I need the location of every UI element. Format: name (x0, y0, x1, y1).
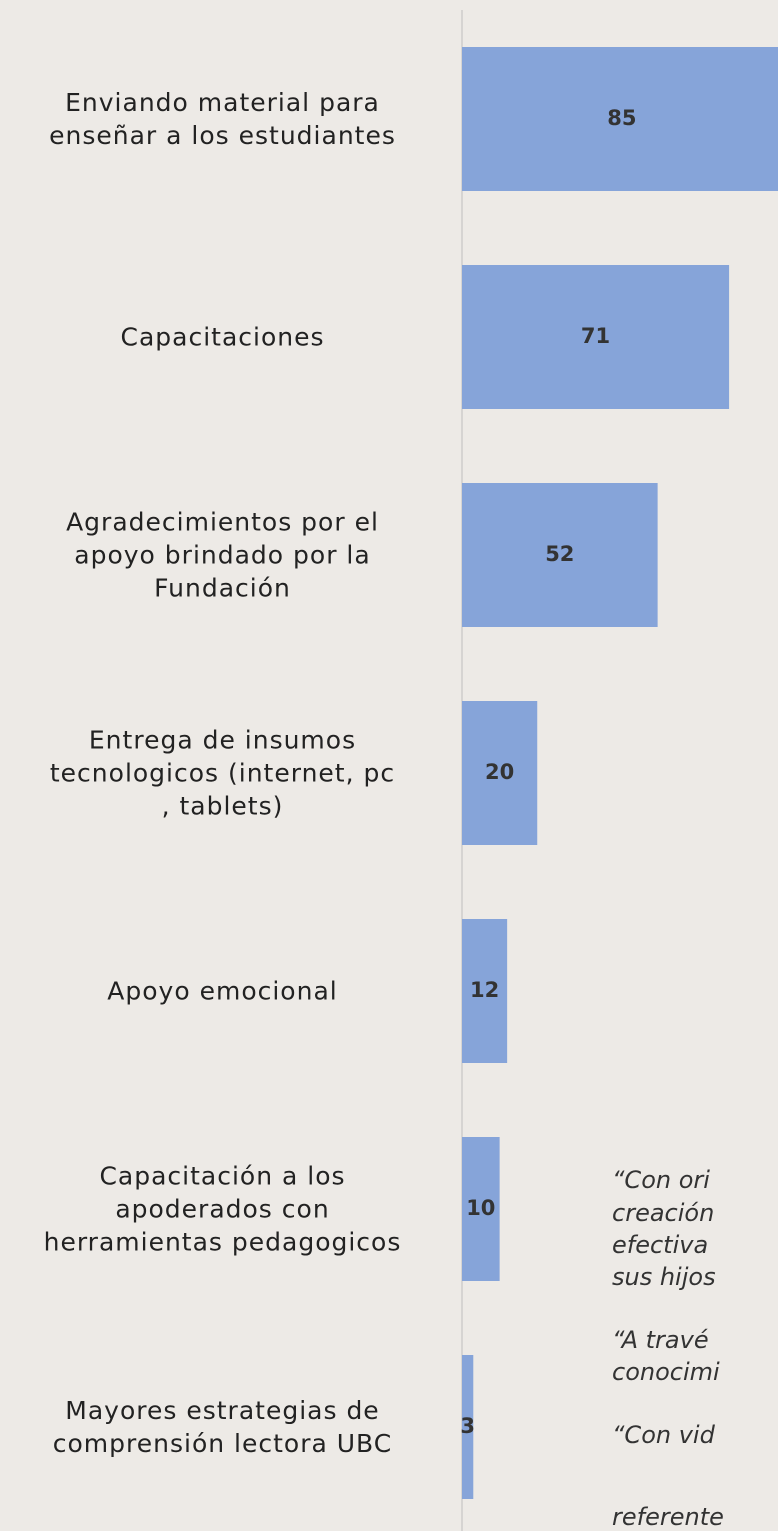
bar (462, 701, 538, 845)
value-label: 52 (545, 542, 574, 566)
quote-text: sus hijos (612, 1263, 716, 1291)
category-label: Entrega de insumos tecnologicos (interne… (49, 725, 396, 821)
quote-text: referente (612, 1503, 724, 1531)
category-label: Capacitación a los apoderados con herram… (43, 1161, 402, 1257)
quote-text: conocimi (612, 1358, 720, 1386)
quote-text: creación (612, 1199, 714, 1227)
bar (462, 265, 730, 409)
category-label: Capacitaciones (120, 322, 325, 352)
category-label: Apoyo emocional (107, 976, 338, 1006)
value-label: 71 (581, 324, 610, 348)
quote-text: “A travé (612, 1326, 709, 1354)
quote-text: “Con vid (612, 1421, 716, 1449)
category-label: Enviando material para enseñar a los est… (49, 88, 396, 150)
value-label: 3 (460, 1414, 475, 1438)
value-label: 10 (466, 1196, 495, 1220)
quote-text: efectiva (612, 1231, 708, 1259)
bar (462, 483, 658, 627)
quote-text: “Con ori (612, 1166, 710, 1194)
category-label: Mayores estrategias de comprensión lecto… (52, 1396, 393, 1458)
bar (462, 1355, 474, 1499)
value-label: 85 (607, 106, 636, 130)
bar (462, 919, 508, 1063)
value-label: 12 (470, 978, 499, 1002)
category-label: Agradecimientos por el apoyo brindado po… (66, 507, 379, 603)
value-label: 20 (485, 760, 514, 784)
bar (462, 1137, 500, 1281)
bar (462, 47, 778, 191)
